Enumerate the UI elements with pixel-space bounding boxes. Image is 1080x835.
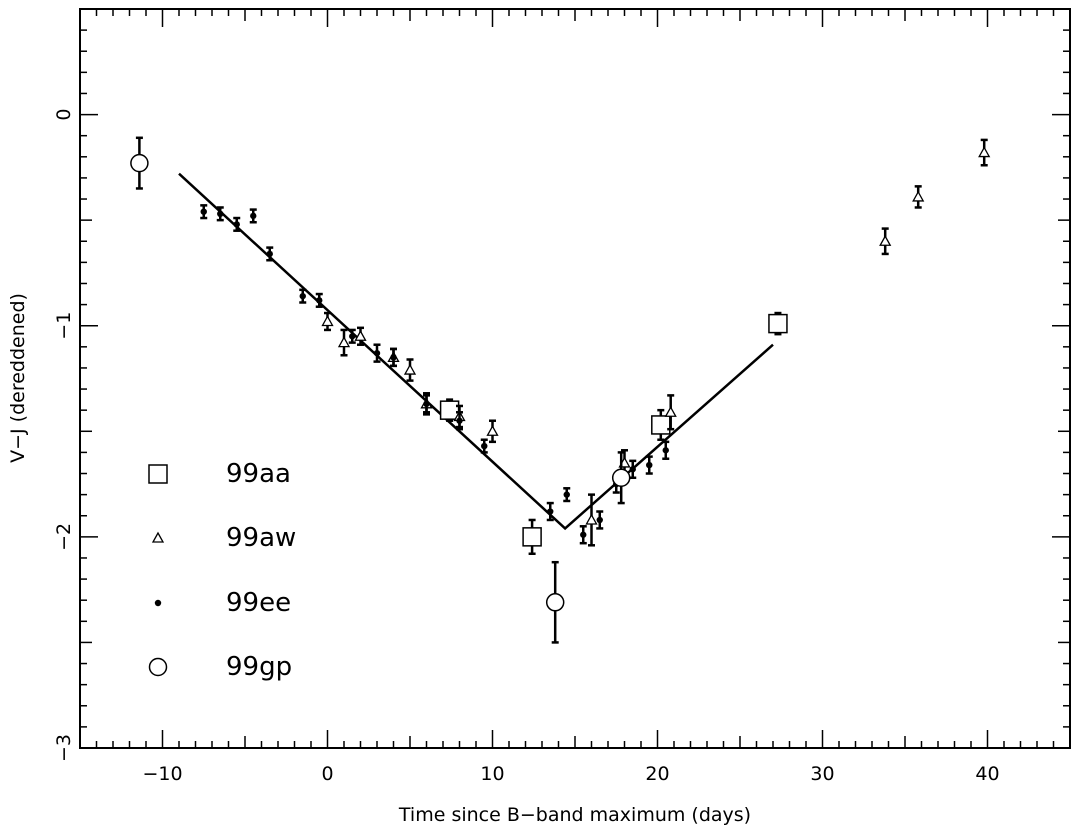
data-point-99aw [321,315,334,327]
data-point-99ee [662,447,669,454]
ticks-layer: −10 0 10 20 30 40 0 −1 −2 −3 [53,8,1071,785]
data-point-99ee [629,466,636,473]
fit-layer [178,172,774,531]
y-tick-label: −1 [53,312,75,340]
legend-label-99aw: 99aw [226,523,296,553]
data-point-99ee [299,292,306,300]
data-point-99ee [596,516,603,524]
data-point-99aa [522,527,542,547]
data-point-99aw [585,513,598,525]
x-tick-label: 30 [810,763,834,785]
y-axis-title: V−J (dereddened) [7,293,29,463]
legend-label-99gp: 99gp [226,652,292,682]
data-point-99ee [217,210,224,218]
data-point-99ee [250,212,257,220]
data-point-99ee [200,208,207,215]
data-point-99gp [611,468,631,487]
legend: 99aa 99aw 99ee 99gp [148,459,296,682]
data-point-99aw [354,329,367,341]
data-point-99ee [563,491,570,498]
data-point-99aw [403,363,417,375]
x-tick-label: 0 [321,763,333,785]
legend-label-99ee: 99ee [226,588,291,618]
data-point-99aw [879,234,892,246]
x-tick-label: 20 [645,763,669,785]
data-point-99ee [266,250,273,258]
points-layer [130,136,991,644]
data-point-99ee [423,400,430,408]
x-tick-label: 10 [480,763,504,785]
data-point-99ee [580,531,587,538]
data-point-99gp [545,593,565,612]
data-point-99aa [439,400,460,420]
data-point-99ee [481,442,488,450]
legend-marker-99gp [148,657,168,677]
y-tick-label: −3 [53,734,75,762]
legend-marker-99ee [154,599,162,607]
legend-marker-99aa [148,464,168,484]
legend-label-99aa: 99aa [226,459,291,489]
data-point-99aw [664,405,677,417]
data-point-99ee [316,297,323,304]
y-tick-label: −2 [53,523,75,551]
x-tick-label: −10 [142,763,182,785]
y-tick-label: 0 [53,109,75,121]
data-point-99ee [349,333,356,340]
data-point-99aw [486,424,499,436]
x-tick-label: 40 [975,763,999,785]
plot-frame [79,8,1071,749]
data-point-99aw [978,146,991,158]
data-point-99gp [130,153,149,173]
data-point-99ee [646,461,653,469]
fit-line [178,172,774,531]
data-point-99ee [390,354,397,361]
data-point-99ee [547,508,554,515]
data-point-99ee [233,221,240,228]
data-point-99aa [651,415,671,435]
legend-marker-99aw [151,531,165,543]
data-point-99ee [373,349,381,357]
data-point-99aa [768,313,788,334]
data-point-99ee [456,417,463,424]
x-axis-title: Time since B−band maximum (days) [398,804,751,826]
data-point-99aw [912,190,925,202]
data-point-99aw [337,336,351,348]
